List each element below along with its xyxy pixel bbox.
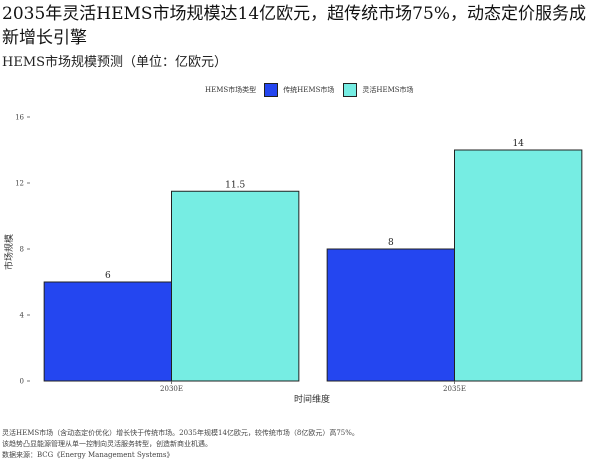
footnote-line-1: 灵活HEMS市场（含动态定价优化）增长快于传统市场。2035年规模14亿欧元，较… [2,429,359,437]
legend-swatch-traditional [264,83,279,97]
legend-swatch-flexible [343,83,358,97]
y-tick-label: 8 [20,246,24,254]
y-tick-label: 16 [15,114,24,122]
legend: HEMS市场类型 传统HEMS市场 灵活HEMS市场 [205,80,423,100]
legend-label-flexible: 灵活HEMS市场 [362,86,414,94]
x-tick-label: 2035E [443,385,466,393]
footnote-line-2: 该趋势凸显能源管理从单一控制向灵活服务转型，创造新商业机遇。 [2,440,212,448]
bar-value-label: 11.5 [225,180,245,190]
bar-value-label: 8 [388,238,394,248]
x-axis: 2030E 2035E [160,381,466,393]
y-tick-label: 0 [20,378,24,386]
y-axis-label: 市场规模 [3,234,15,270]
y-tick-label: 12 [15,180,24,188]
x-axis-label: 时间维度 [294,393,330,405]
bar-value-label: 14 [512,139,524,149]
bar-flexible-2030E [171,190,300,382]
footnote-source: 数据来源：BCG《Energy Management Systems》 [2,451,174,459]
chart-subtitle: HEMS市场规模预测（单位：亿欧元） [2,55,228,70]
x-tick-label: 2030E [160,385,183,393]
bar-flexible-2035E [454,149,583,382]
y-tick-label: 4 [20,312,25,320]
legend-item-traditional: 传统HEMS市场 [264,83,334,97]
legend-label-traditional: 传统HEMS市场 [283,86,335,94]
y-axis: 0 4 8 12 16 [15,114,30,386]
bar-value-label: 6 [105,271,111,281]
bars: 6 11.5 8 14 [43,139,583,382]
chart-title: 2035年灵活HEMS市场规模达14亿欧元，超传统市场75%，动态定价服务成新增… [2,4,586,48]
legend-title: HEMS市场类型 [205,86,257,94]
bar-traditional-2030E [43,281,172,382]
legend-item-flexible: 灵活HEMS市场 [343,83,414,97]
bar-traditional-2035E [326,248,455,382]
